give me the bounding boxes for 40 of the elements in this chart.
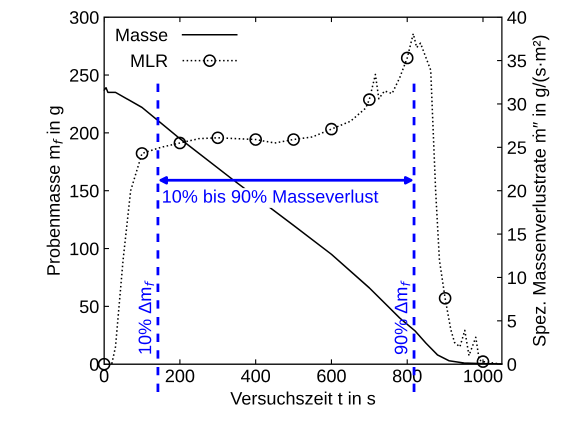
x-tick-label: 400 xyxy=(241,370,270,382)
point xyxy=(249,133,262,146)
x-tick-label: 0 xyxy=(100,370,108,382)
x-tick-label: 800 xyxy=(392,370,422,382)
point xyxy=(287,133,300,146)
y2-tick-label: 0 xyxy=(507,358,516,371)
y2-tick-label: 10 xyxy=(508,271,526,284)
legend-label: Masse xyxy=(116,28,168,42)
y-tick-label: 0 xyxy=(90,358,99,371)
point xyxy=(363,93,376,106)
y2-tick-label: 25 xyxy=(508,141,526,154)
point xyxy=(438,292,452,305)
y-tick-label: 200 xyxy=(70,126,99,140)
ref-line-label: 90% Δm$_{f}$ xyxy=(394,280,410,354)
annotation: 10% bis 90% Masseverlust xyxy=(163,190,378,203)
x-tick-label: 200 xyxy=(166,370,194,382)
y2-axis-title: Spez. Massenverlustrate ṁ″ in g/(s·m²) xyxy=(532,36,550,346)
y2-tick-label: 40 xyxy=(507,11,526,24)
point xyxy=(476,355,490,368)
ref-line-label: 10% Δm$_{f}$ xyxy=(138,280,154,354)
point xyxy=(325,122,338,136)
y-axis-title: Probenmasse m$_{f}$ in g xyxy=(46,106,64,275)
x-tick-label: 600 xyxy=(317,370,346,382)
point xyxy=(174,136,186,150)
y2-tick-label: 5 xyxy=(508,314,516,328)
point xyxy=(211,131,224,144)
x-axis-title: Versuchszeit t in s xyxy=(230,391,376,405)
y2-tick-label: 35 xyxy=(507,54,526,68)
y-tick-label: 250 xyxy=(70,68,99,82)
y-tick-label: 150 xyxy=(70,184,99,198)
x-tick-label: 1000 xyxy=(464,370,502,382)
y2-tick-label: 30 xyxy=(507,98,526,111)
y-tick-label: 300 xyxy=(70,11,99,24)
point xyxy=(400,52,414,64)
y2-tick-label: 20 xyxy=(508,184,526,198)
legend-label: MLR xyxy=(132,54,168,67)
y-tick-label: 50 xyxy=(80,300,99,314)
y-tick-label: 100 xyxy=(70,242,99,256)
y2-tick-label: 15 xyxy=(508,228,526,241)
point xyxy=(136,147,148,160)
